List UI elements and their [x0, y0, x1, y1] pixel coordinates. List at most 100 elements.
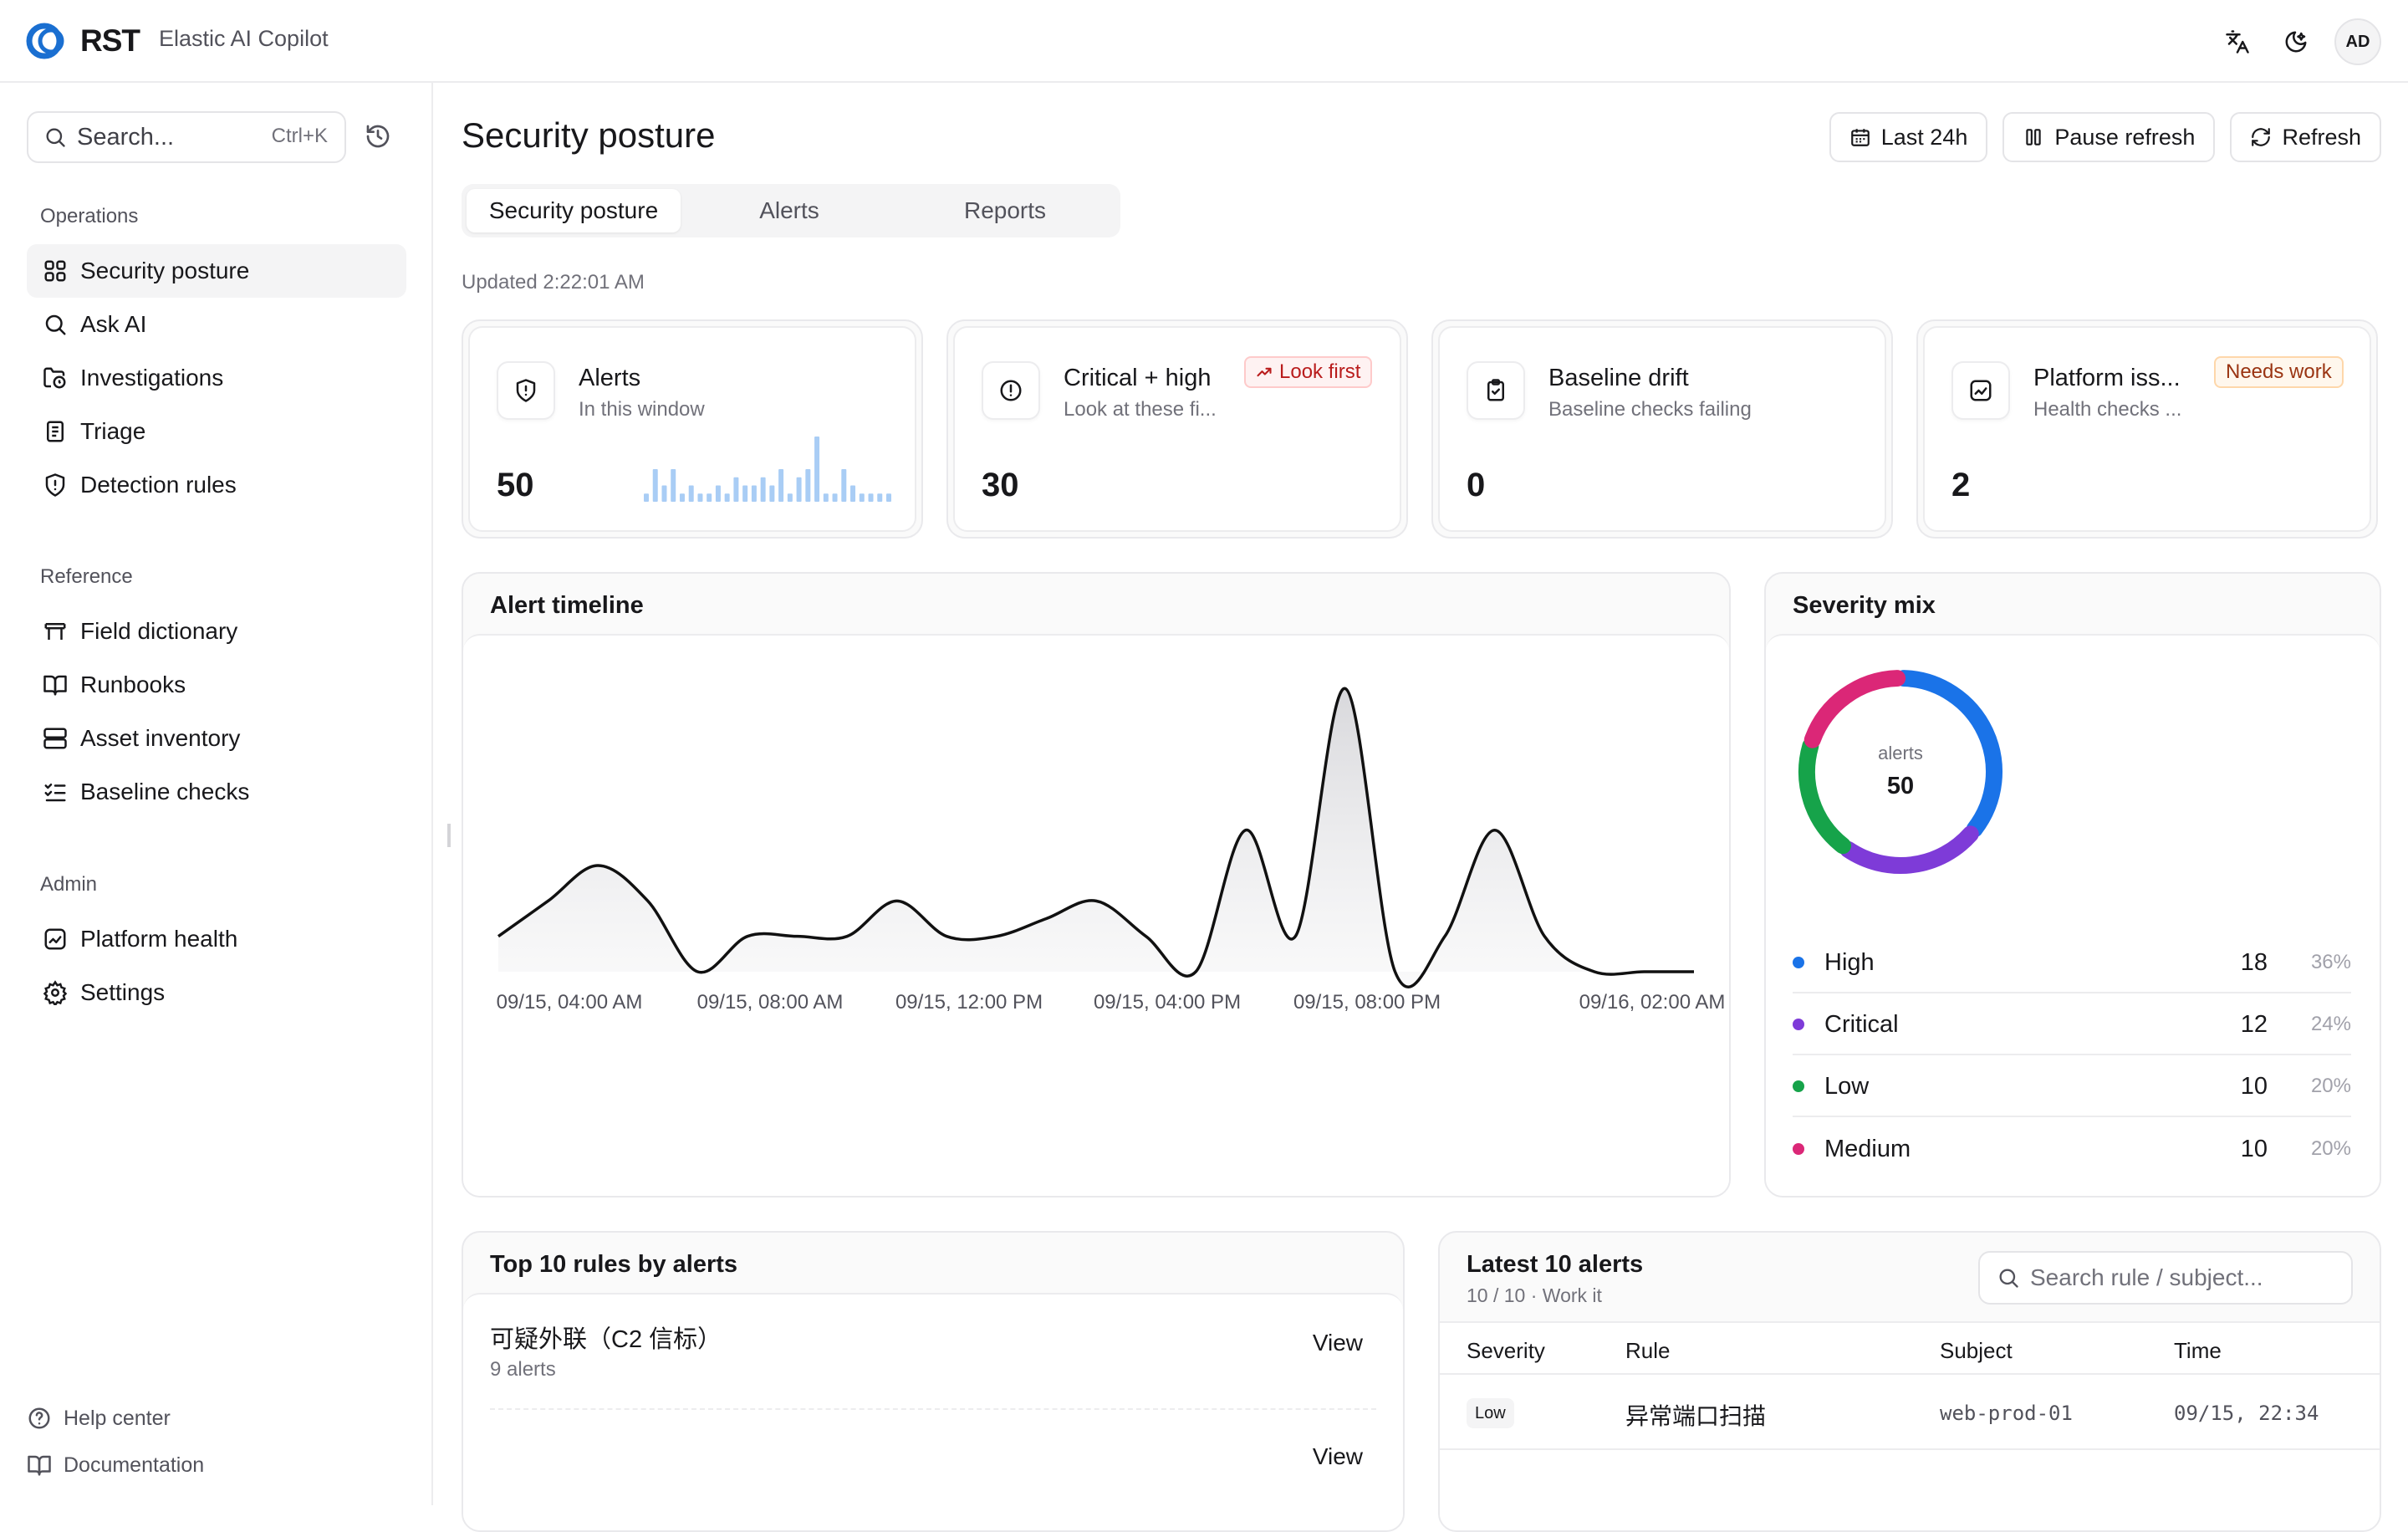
nav-label: Investigations — [80, 365, 224, 391]
nav-item-triage[interactable]: Triage — [27, 405, 406, 458]
help-center-label: Help center — [64, 1406, 171, 1430]
nav-item-platform-health[interactable]: Platform health — [27, 912, 406, 966]
sparkline-bar — [823, 493, 829, 502]
nav-item-asset-inventory[interactable]: Asset inventory — [27, 712, 406, 765]
kpi-card-alerts[interactable]: Alerts In this window 50 — [462, 319, 923, 539]
shield-icon — [497, 361, 555, 420]
logo-text: RST — [80, 23, 140, 58]
nav-label: Asset inventory — [80, 725, 241, 751]
pause-refresh-label: Pause refresh — [2054, 124, 2196, 150]
nav-item-investigations[interactable]: Investigations — [27, 351, 406, 405]
avatar[interactable]: AD — [2334, 18, 2381, 65]
documentation-link[interactable]: Documentation — [27, 1453, 204, 1478]
alert-rule: 异常端口扫描 — [1625, 1403, 1767, 1429]
sparkline-bar — [688, 485, 694, 502]
table-row[interactable]: Low 异常端口扫描 web-prod-01 09/15, 22:34 — [1440, 1376, 2380, 1450]
column-header-rule[interactable]: Rule — [1625, 1338, 1671, 1363]
nav-item-ask-ai[interactable]: Ask AI — [27, 298, 406, 351]
legend-row-critical[interactable]: Critical 12 24% — [1793, 995, 2351, 1055]
sparkline-bar — [841, 469, 847, 502]
donut-center-label: alerts — [1878, 743, 1923, 763]
legend-percent: 24% — [2310, 1013, 2351, 1035]
look-first-badge: Look first — [1244, 356, 1373, 388]
documentation-label: Documentation — [64, 1453, 205, 1477]
legend-name: High — [1824, 948, 1875, 976]
translate-icon[interactable] — [2217, 18, 2258, 65]
alert-circle-icon — [982, 361, 1040, 420]
timeline-tick-label: 09/16, 02:00 AM — [1579, 991, 1726, 1014]
alert-timeline-panel: Alert timeline 09/15, 04:00 AM 09/15, 08:… — [462, 572, 1731, 1198]
help-center-link[interactable]: Help center — [27, 1406, 171, 1431]
product-name: Elastic AI Copilot — [159, 26, 329, 51]
sidebar-search-input[interactable]: Search... Ctrl+K — [27, 111, 346, 163]
donut-slice — [1839, 825, 1979, 874]
top-bar: RST Elastic AI Copilot AD — [0, 0, 2408, 83]
gear-icon — [40, 978, 70, 1008]
timeline-tick-label: 09/15, 12:00 PM — [895, 991, 1043, 1014]
refresh-label: Refresh — [2282, 124, 2361, 150]
sidebar-resize-handle[interactable] — [447, 824, 451, 847]
page-title: Security posture — [462, 115, 716, 155]
latest-alerts-panel: Latest 10 alerts 10 / 10 · Work it Searc… — [1438, 1231, 2381, 1532]
history-icon[interactable] — [365, 123, 391, 150]
alert-time: 09/15, 22:34 — [2174, 1402, 2319, 1425]
search-shortcut: Ctrl+K — [271, 125, 328, 147]
nav-label: Platform health — [80, 926, 238, 952]
alerts-search-input[interactable]: Search rule / subject... — [1978, 1251, 2353, 1305]
section-label-admin: Admin — [40, 873, 98, 896]
nav-item-field-dictionary[interactable]: Field dictionary — [27, 605, 406, 658]
refresh-button[interactable]: Refresh — [2230, 112, 2381, 162]
rule-row[interactable]: 可疑外联（C2 信标） 9 alerts View — [490, 1295, 1376, 1410]
nav-item-detection-rules[interactable]: Detection rules — [27, 458, 406, 512]
column-header-time[interactable]: Time — [2174, 1338, 2222, 1363]
kpi-subtitle: In this window — [579, 398, 705, 421]
sparkline-bar — [787, 493, 793, 502]
kpi-card-platform-issues[interactable]: Platform iss... Health checks ... Needs … — [1916, 319, 2378, 539]
search-placeholder: Search... — [77, 123, 175, 151]
nav-item-settings[interactable]: Settings — [27, 966, 406, 1019]
legend-name: Critical — [1824, 1010, 1899, 1038]
severity-badge: Low — [1467, 1398, 1514, 1428]
legend-row-high[interactable]: High 18 36% — [1793, 933, 2351, 993]
nav-item-security-posture[interactable]: Security posture — [27, 244, 406, 298]
sparkline-bar — [769, 485, 775, 502]
legend-count: 10 — [2240, 1072, 2268, 1100]
sparkline-bar — [886, 493, 891, 502]
sparkline-bar — [877, 493, 883, 502]
book-icon — [27, 1453, 52, 1478]
view-tabs: Security posture Alerts Reports — [462, 184, 1120, 237]
kpi-card-baseline-drift[interactable]: Baseline drift Baseline checks failing 0 — [1431, 319, 1893, 539]
logo[interactable]: RST — [23, 20, 140, 62]
kpi-card-critical-high[interactable]: Critical + high Look at these fi... Look… — [946, 319, 1408, 539]
panel-title: Top 10 rules by alerts — [490, 1251, 738, 1278]
sparkline-bar — [679, 493, 685, 502]
sparkline-bar — [859, 493, 865, 502]
list-checks-icon — [40, 777, 70, 807]
legend-row-low[interactable]: Low 10 20% — [1793, 1057, 2351, 1117]
alerts-sparkline — [644, 437, 891, 502]
rule-view-button[interactable]: View — [1312, 1330, 1363, 1356]
tab-security-posture[interactable]: Security posture — [467, 189, 681, 232]
kpi-value: 50 — [497, 467, 534, 503]
legend-row-medium[interactable]: Medium 10 20% — [1793, 1119, 2351, 1179]
column-header-severity[interactable]: Severity — [1467, 1338, 1545, 1363]
theme-toggle-icon[interactable] — [2276, 18, 2316, 65]
nav-item-baseline-checks[interactable]: Baseline checks — [27, 765, 406, 819]
table-icon — [40, 616, 70, 646]
sparkline-bar — [652, 469, 658, 502]
column-header-subject[interactable]: Subject — [1940, 1338, 2013, 1363]
kpi-subtitle: Look at these fi... — [1064, 398, 1217, 421]
time-range-button[interactable]: Last 24h — [1829, 112, 1988, 162]
rule-row[interactable]: View — [490, 1410, 1376, 1525]
nav-item-runbooks[interactable]: Runbooks — [27, 658, 406, 712]
sparkline-bar — [644, 493, 649, 502]
rule-view-button[interactable]: View — [1312, 1443, 1363, 1469]
tab-reports[interactable]: Reports — [963, 197, 1047, 223]
nav-label: Security posture — [80, 258, 250, 283]
tab-alerts[interactable]: Alerts — [759, 197, 819, 223]
legend-dot — [1793, 957, 1804, 968]
main-content: Security posture Last 24h Pause refresh … — [435, 84, 2408, 1532]
rule-name: 可疑外联（C2 信标） — [490, 1326, 722, 1353]
sparkline-bar — [751, 485, 757, 502]
pause-refresh-button[interactable]: Pause refresh — [2002, 112, 2216, 162]
